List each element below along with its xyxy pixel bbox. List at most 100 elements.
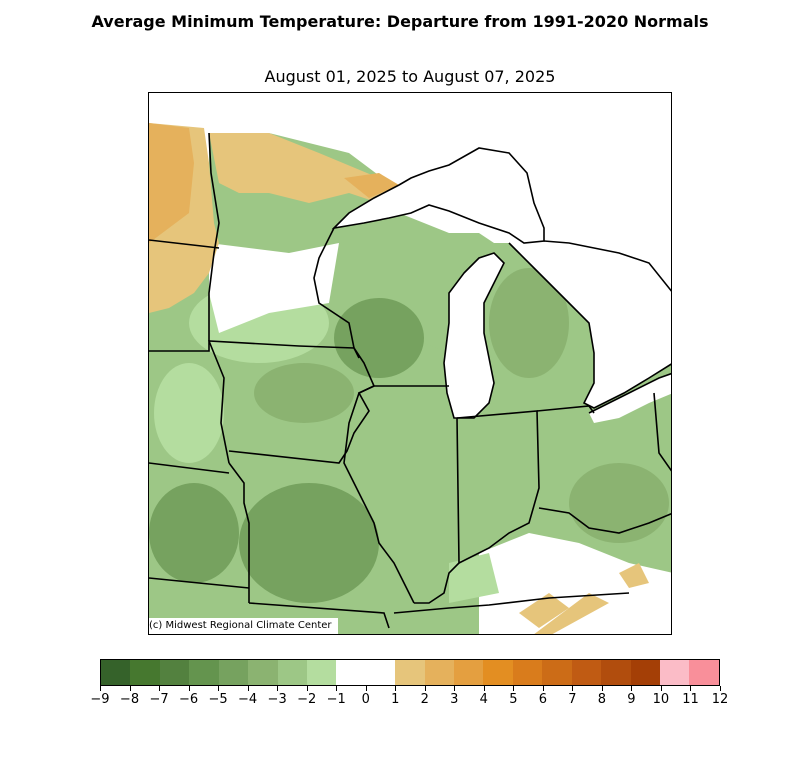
mid-green-patch [489,268,569,378]
colorbar-tick-mark [277,686,279,691]
colorbar-tick-mark [247,686,249,691]
colorbar-segment [218,660,249,685]
colorbar-tick-mark [129,686,131,691]
colorbar-tick-mark [159,686,161,691]
mn-dakotas-border [208,132,220,341]
colorbar-tick-label: −4 [238,692,258,707]
lake-michigan-shore [443,252,505,419]
colorbar-tick-mark [454,686,456,691]
colorbar-tick-label: 5 [509,692,518,707]
lake-superior [334,148,544,243]
colorbar-segment [306,660,337,685]
light-green-patch [154,363,224,463]
dark-green-patch [149,483,239,583]
above-normal-area [344,173,399,198]
nd-sd-border [149,239,220,249]
colorbar-segment [248,660,278,685]
mo-ar-border [248,602,390,629]
colorbar-tick-mark [365,686,367,691]
colorbar-tick-label: −3 [267,692,287,707]
above-normal-area [534,593,609,634]
mn-wi-border [313,227,355,349]
mid-green-patch [569,463,669,543]
colorbar-segment [689,660,719,685]
ks-mo-border [228,462,250,603]
colorbar-tick-mark [690,686,692,691]
colorbar [100,659,720,686]
colorbar-segment [424,660,455,685]
oh-pa-border [653,392,671,472]
colorbar-tick-mark [218,686,220,691]
colorbar-tick-label: 0 [361,692,370,707]
colorbar-tick-mark [188,686,190,691]
light-green-patch [449,553,499,603]
colorbar-tick-label: 2 [420,692,429,707]
colorbar-segment [159,660,190,685]
colorbar-tick-mark [424,686,426,691]
above-normal-area [149,123,194,243]
colorbar-tick-label: 9 [627,692,636,707]
colorbar-tick-mark [660,686,662,691]
map-subtitle: August 01, 2025 to August 07, 2025 [264,67,556,86]
colorbar-segment [277,660,307,685]
temperature-departure-map: (c) Midwest Regional Climate Center [148,92,672,635]
colorbar-tick-mark [572,686,574,691]
ky-tn-border [393,592,630,614]
colorbar-segment [512,660,543,685]
colorbar-segment [660,660,690,685]
lake-erie [589,373,671,423]
ks-ok-border [149,577,250,589]
colorbar-tick-label: −6 [178,692,199,707]
colorbar-tick-label: 1 [391,692,400,707]
il-mo-river-border [343,385,415,604]
colorbar-segment [365,660,396,685]
colorbar-tick-label: 10 [652,692,670,707]
state-boundaries [149,132,671,629]
colorbar-tick-label: −5 [208,692,228,707]
colorbar-tick-mark [483,686,485,691]
colorbar-tick-mark [336,686,338,691]
colorbar-tick-label: 4 [479,692,488,707]
colorbar-tick-mark [513,686,515,691]
colorbar-segment [571,660,602,685]
colorbar-tick-mark [542,686,544,691]
above-normal-area [619,563,649,588]
colorbar-tick-label: 12 [711,692,729,707]
colorbar-segment [454,660,484,685]
colorbar-tick-mark [601,686,603,691]
dark-green-patch [239,483,379,603]
colorbar-tick-label: −8 [119,692,140,707]
colorbar-tick-mark [631,686,633,691]
colorbar-tick-label: −9 [90,692,110,707]
colorbar-tick-mark [306,686,308,691]
colorbar-tick-label: 7 [568,692,577,707]
colorbar-tick-label: 6 [538,692,547,707]
colorbar-segment [601,660,631,685]
colorbar-segment [483,660,513,685]
map-credit: (c) Midwest Regional Climate Center [149,618,338,634]
colorbar-tick-mark [720,686,721,691]
colorbar-segment [630,660,661,685]
colorbar-segment [336,660,366,685]
colorbar-tick-label: 11 [682,692,699,707]
il-in-border [414,417,460,604]
map-canvas [149,93,671,634]
colorbar-tick-label: 8 [597,692,607,707]
lake-superior-shore [331,147,545,244]
colorbar-tick-mark [100,686,101,691]
ne-ks-border [149,462,230,474]
mid-green-patch [254,363,354,423]
ia-il-river-border [353,347,375,387]
colorbar-tick-label: −2 [297,692,317,707]
colorbar-segment [101,660,131,685]
near-normal-area [209,243,339,333]
ky-oh-border [538,507,671,534]
colorbar-segment [542,660,572,685]
colorbar-segment [130,660,160,685]
lake-erie-shore [588,372,671,414]
colorbar-tick-label: −1 [326,692,346,707]
colorbar-segment [395,660,425,685]
lake-huron-shore [508,240,671,409]
colorbar-tick-label: −7 [149,692,169,707]
lake-michigan [444,253,504,418]
